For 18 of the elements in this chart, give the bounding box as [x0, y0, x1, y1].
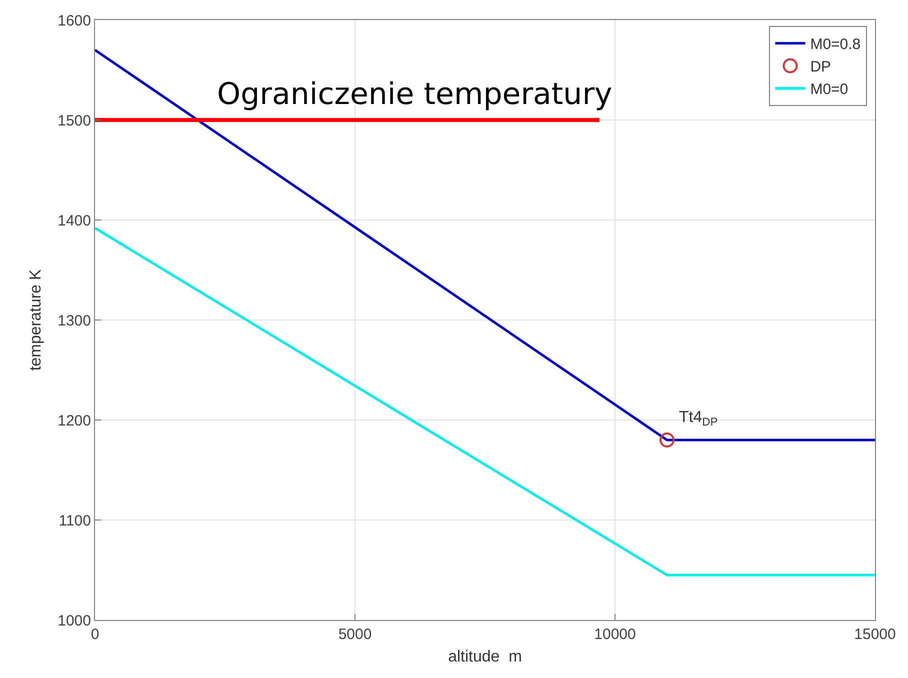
y-tick-label: 1000 — [58, 612, 91, 630]
legend-label: M0=0 — [810, 81, 848, 98]
y-tick-label: 1200 — [58, 412, 91, 430]
y-tick-label: 1600 — [58, 12, 91, 30]
x-tick-label: 0 — [90, 626, 100, 643]
x-tick-label: 15000 — [854, 626, 896, 643]
legend-label: DP — [810, 58, 832, 76]
x-tick-label: 10000 — [594, 626, 636, 643]
x-axis-title: altitude m — [448, 648, 522, 666]
y-tick-label: 1100 — [58, 512, 91, 530]
y-axis-title: temperature K — [28, 268, 45, 371]
x-tick-label: 5000 — [338, 626, 372, 643]
annotation: Ograniczenie temperatury — [217, 77, 612, 112]
annotation: Tt4$_{DP}$ — [679, 409, 718, 428]
y-tick-label: 1400 — [58, 212, 91, 230]
y-tick-label: 1500 — [58, 112, 91, 130]
y-tick-label: 1300 — [58, 312, 91, 330]
legend-label: M0=0.8 — [810, 36, 861, 54]
